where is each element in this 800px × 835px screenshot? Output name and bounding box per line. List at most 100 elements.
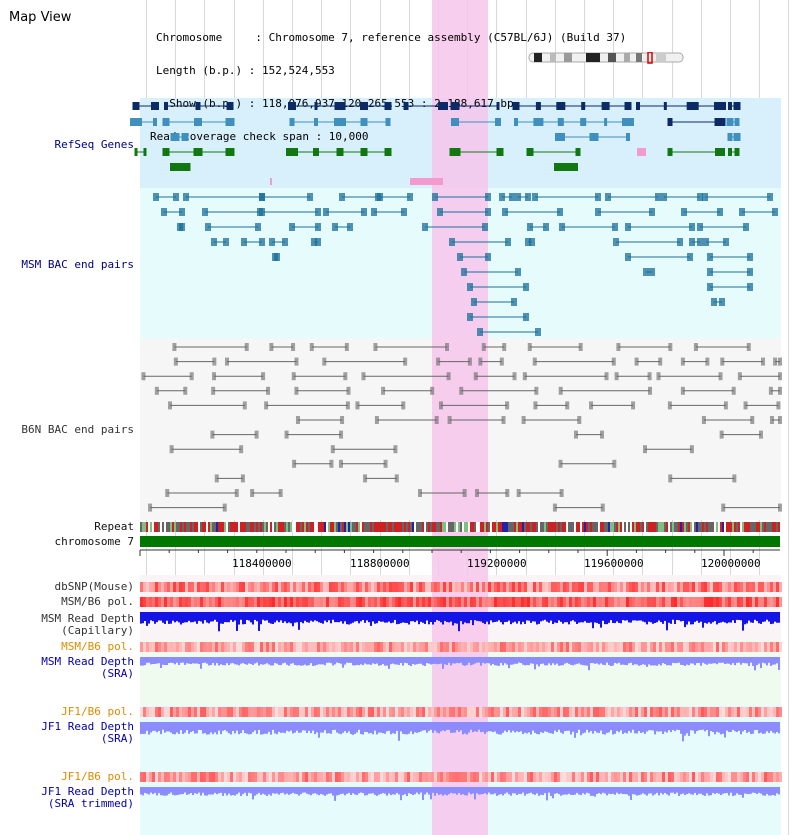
polymorphism-cell: [680, 582, 683, 592]
polymorphism-cell: [461, 707, 464, 717]
read-depth-bar: [270, 612, 272, 624]
polymorphism-cell: [398, 597, 401, 607]
read-depth-bar: [282, 722, 284, 733]
polymorphism-cell: [776, 642, 779, 652]
refseq-exon: [526, 148, 534, 156]
polymorphism-cell: [458, 582, 461, 592]
polymorphism-cell: [722, 582, 725, 592]
read-depth-bar: [526, 612, 528, 621]
polymorphism-cell: [281, 642, 284, 652]
chromosome-ideogram[interactable]: [528, 52, 686, 64]
read-depth-bar: [356, 722, 358, 733]
read-depth-bar: [596, 722, 598, 733]
chromosome-bar: [140, 536, 780, 547]
read-depth-bar: [664, 787, 666, 793]
repeat-block: [284, 522, 286, 532]
polymorphism-cell: [740, 582, 743, 592]
read-depth-bar: [584, 787, 586, 795]
read-depth-bar: [164, 657, 166, 666]
polymorphism-cell: [275, 582, 278, 592]
polymorphism-cell: [422, 582, 425, 592]
repeat-block: [334, 522, 336, 532]
msm-bac-end: [274, 253, 280, 261]
polymorphism-cell: [752, 642, 755, 652]
msm-bac-end: [339, 193, 345, 201]
read-depth-bar: [568, 787, 570, 794]
read-depth-bar: [720, 787, 722, 796]
read-depth-bar: [152, 657, 154, 665]
read-depth-bar: [332, 722, 334, 731]
read-depth-bar: [424, 722, 426, 731]
polymorphism-cell: [398, 642, 401, 652]
polymorphism-cell: [527, 597, 530, 607]
polymorphism-cell: [644, 597, 647, 607]
polymorphism-cell: [161, 597, 164, 607]
track-label-line: (Capillary): [61, 624, 134, 637]
polymorphism-cell: [347, 642, 350, 652]
polymorphism-cell: [209, 597, 212, 607]
polymorphism-cell: [530, 772, 533, 782]
polymorphism-cell: [617, 707, 620, 717]
read-depth-bar: [214, 787, 216, 793]
b6n-bac-end: [346, 386, 351, 395]
read-depth-bar: [506, 657, 508, 665]
read-depth-bar: [320, 657, 322, 665]
b6n-bac-end: [719, 430, 724, 439]
read-depth-bar: [150, 657, 152, 665]
read-depth-bar: [356, 612, 358, 622]
selection-highlight[interactable]: [432, 0, 488, 835]
read-depth-bar: [234, 722, 236, 734]
read-depth-bar: [614, 787, 616, 795]
repeat-block: [610, 522, 612, 532]
repeat-block: [580, 522, 582, 532]
read-depth-bar: [738, 787, 740, 795]
read-depth-bar: [664, 612, 666, 621]
polymorphism-cell: [581, 707, 584, 717]
repeat-block: [248, 522, 250, 532]
read-depth-bar: [398, 657, 400, 665]
repeat-block: [698, 522, 700, 532]
polymorphism-cell: [320, 707, 323, 717]
read-depth-bar: [748, 612, 750, 621]
read-depth-bar: [732, 722, 734, 730]
polymorphism-cell: [449, 582, 452, 592]
polymorphism-cell: [476, 707, 479, 717]
polymorphism-cell: [416, 582, 419, 592]
polymorphism-cell: [398, 582, 401, 592]
repeat-block: [168, 522, 170, 532]
polymorphism-cell: [527, 772, 530, 782]
b6n-bac-end: [264, 401, 269, 410]
polymorphism-cell: [764, 582, 767, 592]
repeat-block: [402, 522, 404, 532]
read-depth-bar: [678, 787, 680, 796]
polymorphism-cell: [254, 642, 257, 652]
polymorphism-cell: [197, 707, 200, 717]
repeat-block: [556, 522, 558, 532]
polymorphism-cell: [293, 642, 296, 652]
read-depth-bar: [496, 612, 498, 622]
track-label-b6n-bac[interactable]: B6N BAC end pairs: [21, 423, 134, 436]
repeat-block: [410, 522, 412, 532]
read-depth-bar: [628, 787, 630, 796]
polymorphism-cell: [206, 597, 209, 607]
polymorphism-cell: [629, 772, 632, 782]
read-depth-bar: [514, 787, 516, 794]
refseq-exon: [555, 133, 565, 141]
read-depth-bar: [650, 657, 652, 666]
read-depth-bar: [140, 722, 142, 734]
polymorphism-cell: [293, 772, 296, 782]
read-depth-bar: [472, 787, 474, 794]
polymorphism-cell: [767, 707, 770, 717]
track-label-msm-bac[interactable]: MSM BAC end pairs: [21, 258, 134, 271]
repeat-block: [396, 522, 398, 532]
polymorphism-cell: [680, 642, 683, 652]
repeat-block: [458, 522, 460, 532]
repeat-block: [440, 522, 442, 532]
read-depth-bar: [590, 722, 592, 732]
read-depth-bar: [474, 657, 476, 664]
polymorphism-cell: [605, 772, 608, 782]
polymorphism-cell: [263, 597, 266, 607]
track-label-refseq[interactable]: RefSeq Genes: [54, 138, 134, 151]
msm-bac-end: [509, 193, 515, 201]
